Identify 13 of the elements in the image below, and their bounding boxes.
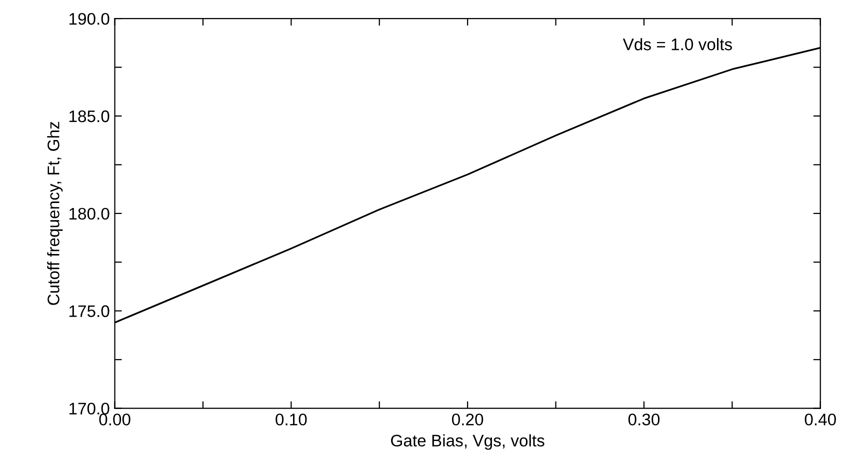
x-tick-label: 0.10 (276, 414, 307, 426)
y-tick-label: 190.0 (69, 12, 110, 25)
y-tick-label: 170.0 (69, 402, 110, 415)
y-tick-label: 175.0 (69, 305, 110, 318)
y-axis-title: Cutoff frequency, Ft, Ghz (47, 122, 63, 305)
y-tick-label: 185.0 (69, 110, 110, 122)
annotation: Vds = 1.0 volts (622, 38, 732, 50)
x-axis-title: Gate Bias, Vgs, volts (391, 434, 544, 450)
x-tick-label: 0.00 (99, 414, 130, 426)
x-tick-label: 0.30 (628, 414, 660, 426)
x-tick-label: 0.20 (452, 414, 484, 426)
x-tick-label: 0.40 (804, 414, 836, 426)
y-tick-label: 180.0 (69, 208, 110, 220)
